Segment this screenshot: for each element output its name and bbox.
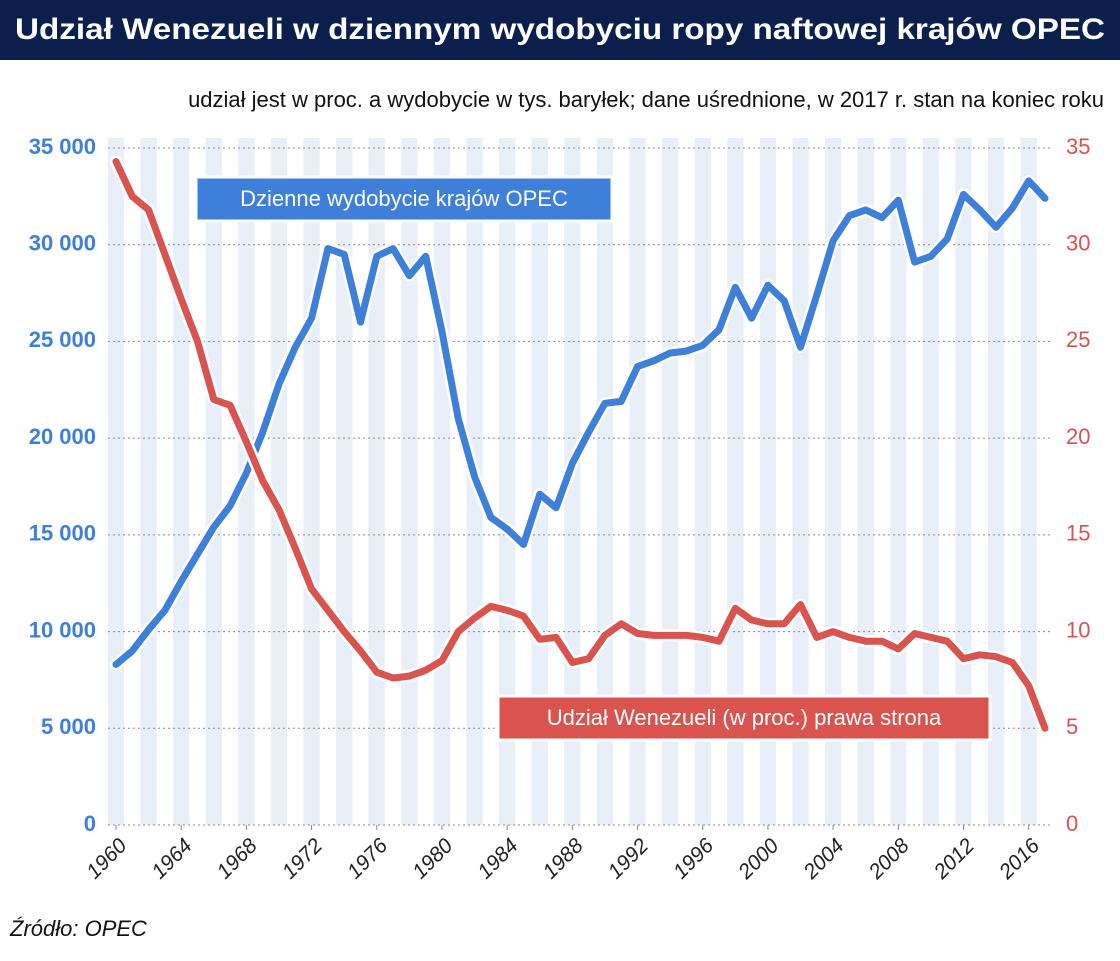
y2-tick-label: 15 — [1066, 521, 1090, 546]
y2-tick-label: 20 — [1066, 424, 1090, 449]
legend-box — [194, 175, 614, 223]
chart-title: Udział Wenezueli w dziennym wydobyciu ro… — [15, 13, 1105, 46]
y-tick-label: 10 000 — [29, 617, 96, 642]
x-tick-label: 1984 — [473, 834, 522, 883]
stripe — [661, 138, 679, 825]
x-tick-label: 2000 — [733, 834, 783, 884]
stripe — [107, 138, 125, 825]
y2-tick-label: 35 — [1066, 134, 1090, 159]
x-tick-label: 1960 — [82, 834, 132, 884]
source: Źródło: OPEC — [9, 916, 147, 941]
stripe — [759, 138, 777, 825]
stripe — [205, 138, 222, 825]
stripe — [368, 138, 385, 825]
legend-label: Dzienne wydobycie krajów OPEC — [240, 186, 568, 211]
series-line — [112, 158, 1049, 732]
y-tick-label: 20 000 — [29, 424, 96, 449]
stripe — [140, 138, 157, 825]
x-tick-label: 1964 — [147, 834, 196, 883]
y2-tick-label: 5 — [1066, 714, 1078, 739]
x-tick-label: 1996 — [669, 834, 719, 884]
y-tick-label: 15 000 — [29, 521, 96, 546]
stripe — [792, 138, 809, 825]
stripe — [694, 138, 711, 825]
stripe — [303, 138, 320, 825]
y-tick-label: 35 000 — [29, 134, 96, 159]
y2-tick-label: 30 — [1066, 231, 1090, 256]
stripe — [336, 138, 353, 825]
y-tick-label: 5 000 — [41, 714, 96, 739]
series-line — [112, 177, 1049, 668]
x-tick-label: 2004 — [799, 834, 849, 884]
stripe — [922, 138, 940, 825]
x-tick-label: 2008 — [864, 834, 914, 884]
x-tick-label: 1976 — [343, 834, 393, 884]
y-tick-label: 25 000 — [29, 327, 96, 352]
legend-label: Udział Wenezueli (w proc.) prawa strona — [547, 705, 942, 730]
x-tick-label: 1980 — [408, 834, 458, 884]
stripe — [824, 138, 842, 825]
chart-subtitle: udział jest w proc. a wydobycie w tys. b… — [188, 87, 1104, 112]
x-tick-label: 2016 — [994, 834, 1044, 884]
stripe — [499, 138, 516, 825]
stripe — [433, 138, 451, 825]
stripe — [531, 138, 548, 825]
x-tick-label: 1972 — [278, 834, 328, 884]
y2-tick-label: 10 — [1066, 617, 1090, 642]
y2-tick-label: 25 — [1066, 327, 1090, 352]
y-tick-label: 0 — [84, 811, 96, 836]
title-bar — [0, 0, 1120, 60]
x-tick-label: 1992 — [604, 834, 654, 884]
y-tick-label: 30 000 — [29, 231, 96, 256]
stripe — [173, 138, 190, 825]
x-tick-label: 1988 — [539, 834, 589, 884]
stripe — [629, 138, 646, 825]
x-tick-label: 2012 — [929, 834, 979, 884]
stripe — [857, 138, 874, 825]
x-tick-label: 1968 — [213, 834, 263, 884]
stripe — [596, 138, 614, 825]
legend-box — [496, 694, 992, 742]
stripe — [1020, 138, 1037, 825]
stripe — [401, 138, 418, 825]
stripe — [270, 138, 288, 825]
y2-tick-label: 0 — [1066, 811, 1078, 836]
